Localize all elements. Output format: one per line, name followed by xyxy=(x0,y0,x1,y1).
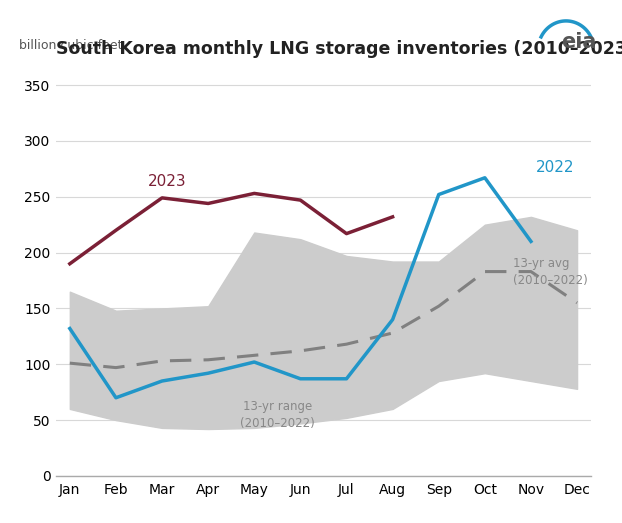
Text: 2022: 2022 xyxy=(536,160,574,175)
Text: billion cubic feet: billion cubic feet xyxy=(19,39,122,52)
Text: 2023: 2023 xyxy=(148,174,187,189)
Text: 13-yr avg
(2010–2022): 13-yr avg (2010–2022) xyxy=(513,257,587,287)
Text: eia: eia xyxy=(561,32,596,52)
Text: South Korea monthly LNG storage inventories (2010–2023): South Korea monthly LNG storage inventor… xyxy=(56,40,622,59)
Text: 13-yr range
(2010–2022): 13-yr range (2010–2022) xyxy=(240,400,315,430)
